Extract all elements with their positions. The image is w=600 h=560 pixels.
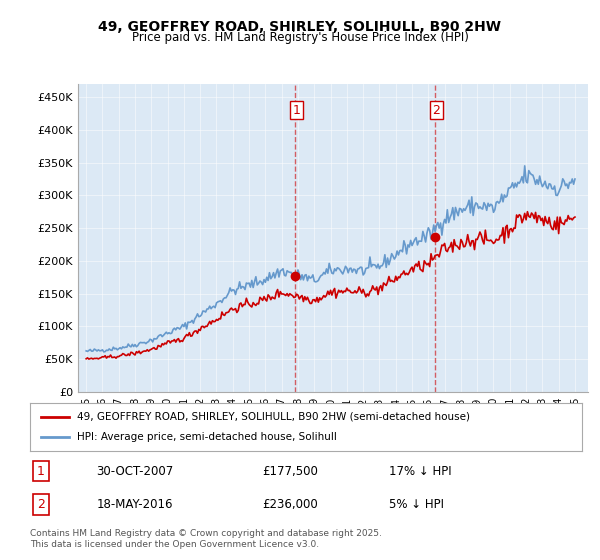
Text: 18-MAY-2016: 18-MAY-2016 [96, 498, 173, 511]
Text: 1: 1 [37, 465, 45, 478]
Text: HPI: Average price, semi-detached house, Solihull: HPI: Average price, semi-detached house,… [77, 432, 337, 442]
Text: Price paid vs. HM Land Registry's House Price Index (HPI): Price paid vs. HM Land Registry's House … [131, 31, 469, 44]
Text: Contains HM Land Registry data © Crown copyright and database right 2025.
This d: Contains HM Land Registry data © Crown c… [30, 529, 382, 549]
Text: 17% ↓ HPI: 17% ↓ HPI [389, 465, 451, 478]
Text: £177,500: £177,500 [262, 465, 318, 478]
Text: 30-OCT-2007: 30-OCT-2007 [96, 465, 173, 478]
Text: 2: 2 [37, 498, 45, 511]
Text: 5% ↓ HPI: 5% ↓ HPI [389, 498, 444, 511]
Text: 1: 1 [293, 104, 301, 116]
Text: 49, GEOFFREY ROAD, SHIRLEY, SOLIHULL, B90 2HW: 49, GEOFFREY ROAD, SHIRLEY, SOLIHULL, B9… [98, 20, 502, 34]
Text: 2: 2 [432, 104, 440, 116]
Text: £236,000: £236,000 [262, 498, 317, 511]
Text: 49, GEOFFREY ROAD, SHIRLEY, SOLIHULL, B90 2HW (semi-detached house): 49, GEOFFREY ROAD, SHIRLEY, SOLIHULL, B9… [77, 412, 470, 422]
